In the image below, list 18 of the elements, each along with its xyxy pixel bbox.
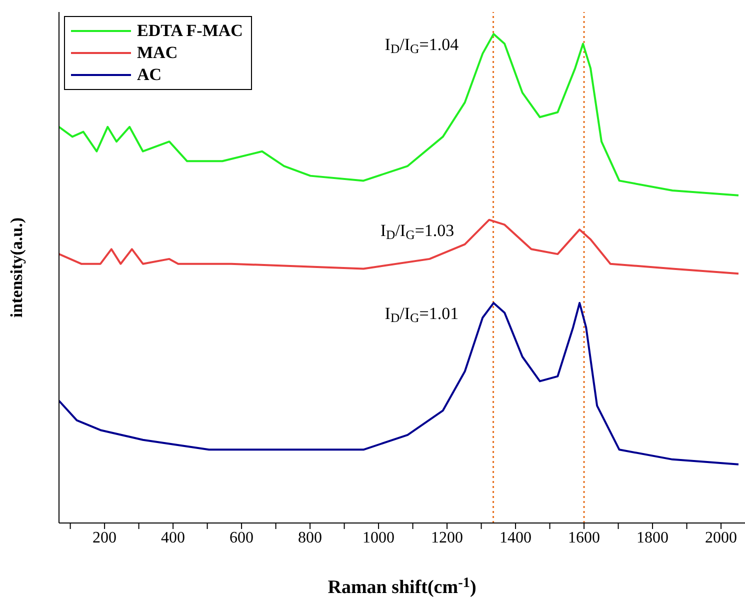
annotation: I$_{D}$/I$_{G}$=1.01 [384, 304, 459, 325]
x-tick-label: 400 [161, 529, 186, 546]
x-axis-title: Raman shift(cm$^{-1}$) [328, 575, 476, 598]
annotation: I$_{D}$/I$_{G}$=1.04 [384, 34, 460, 56]
legend-label: AC [137, 65, 162, 85]
x-tick-label: 1000 [362, 529, 395, 546]
legend-label: MAC [137, 43, 178, 63]
x-tick-label: 200 [92, 529, 117, 546]
x-tick-label: 1600 [568, 529, 600, 546]
annotation: I$_{D}$/I$_{G}$=1.03 [380, 220, 454, 242]
y-axis-title: intensity(a.u.) [7, 217, 26, 318]
x-tick-label: 600 [230, 529, 254, 546]
x-tick-label: 1800 [636, 529, 669, 546]
x-tick-label: 800 [298, 529, 322, 546]
legend-label: EDTA F-MAC [137, 21, 243, 41]
x-tick-label: 1200 [431, 529, 464, 546]
x-tick-label: 1400 [500, 529, 532, 546]
x-tick-label: 2000 [705, 529, 738, 546]
